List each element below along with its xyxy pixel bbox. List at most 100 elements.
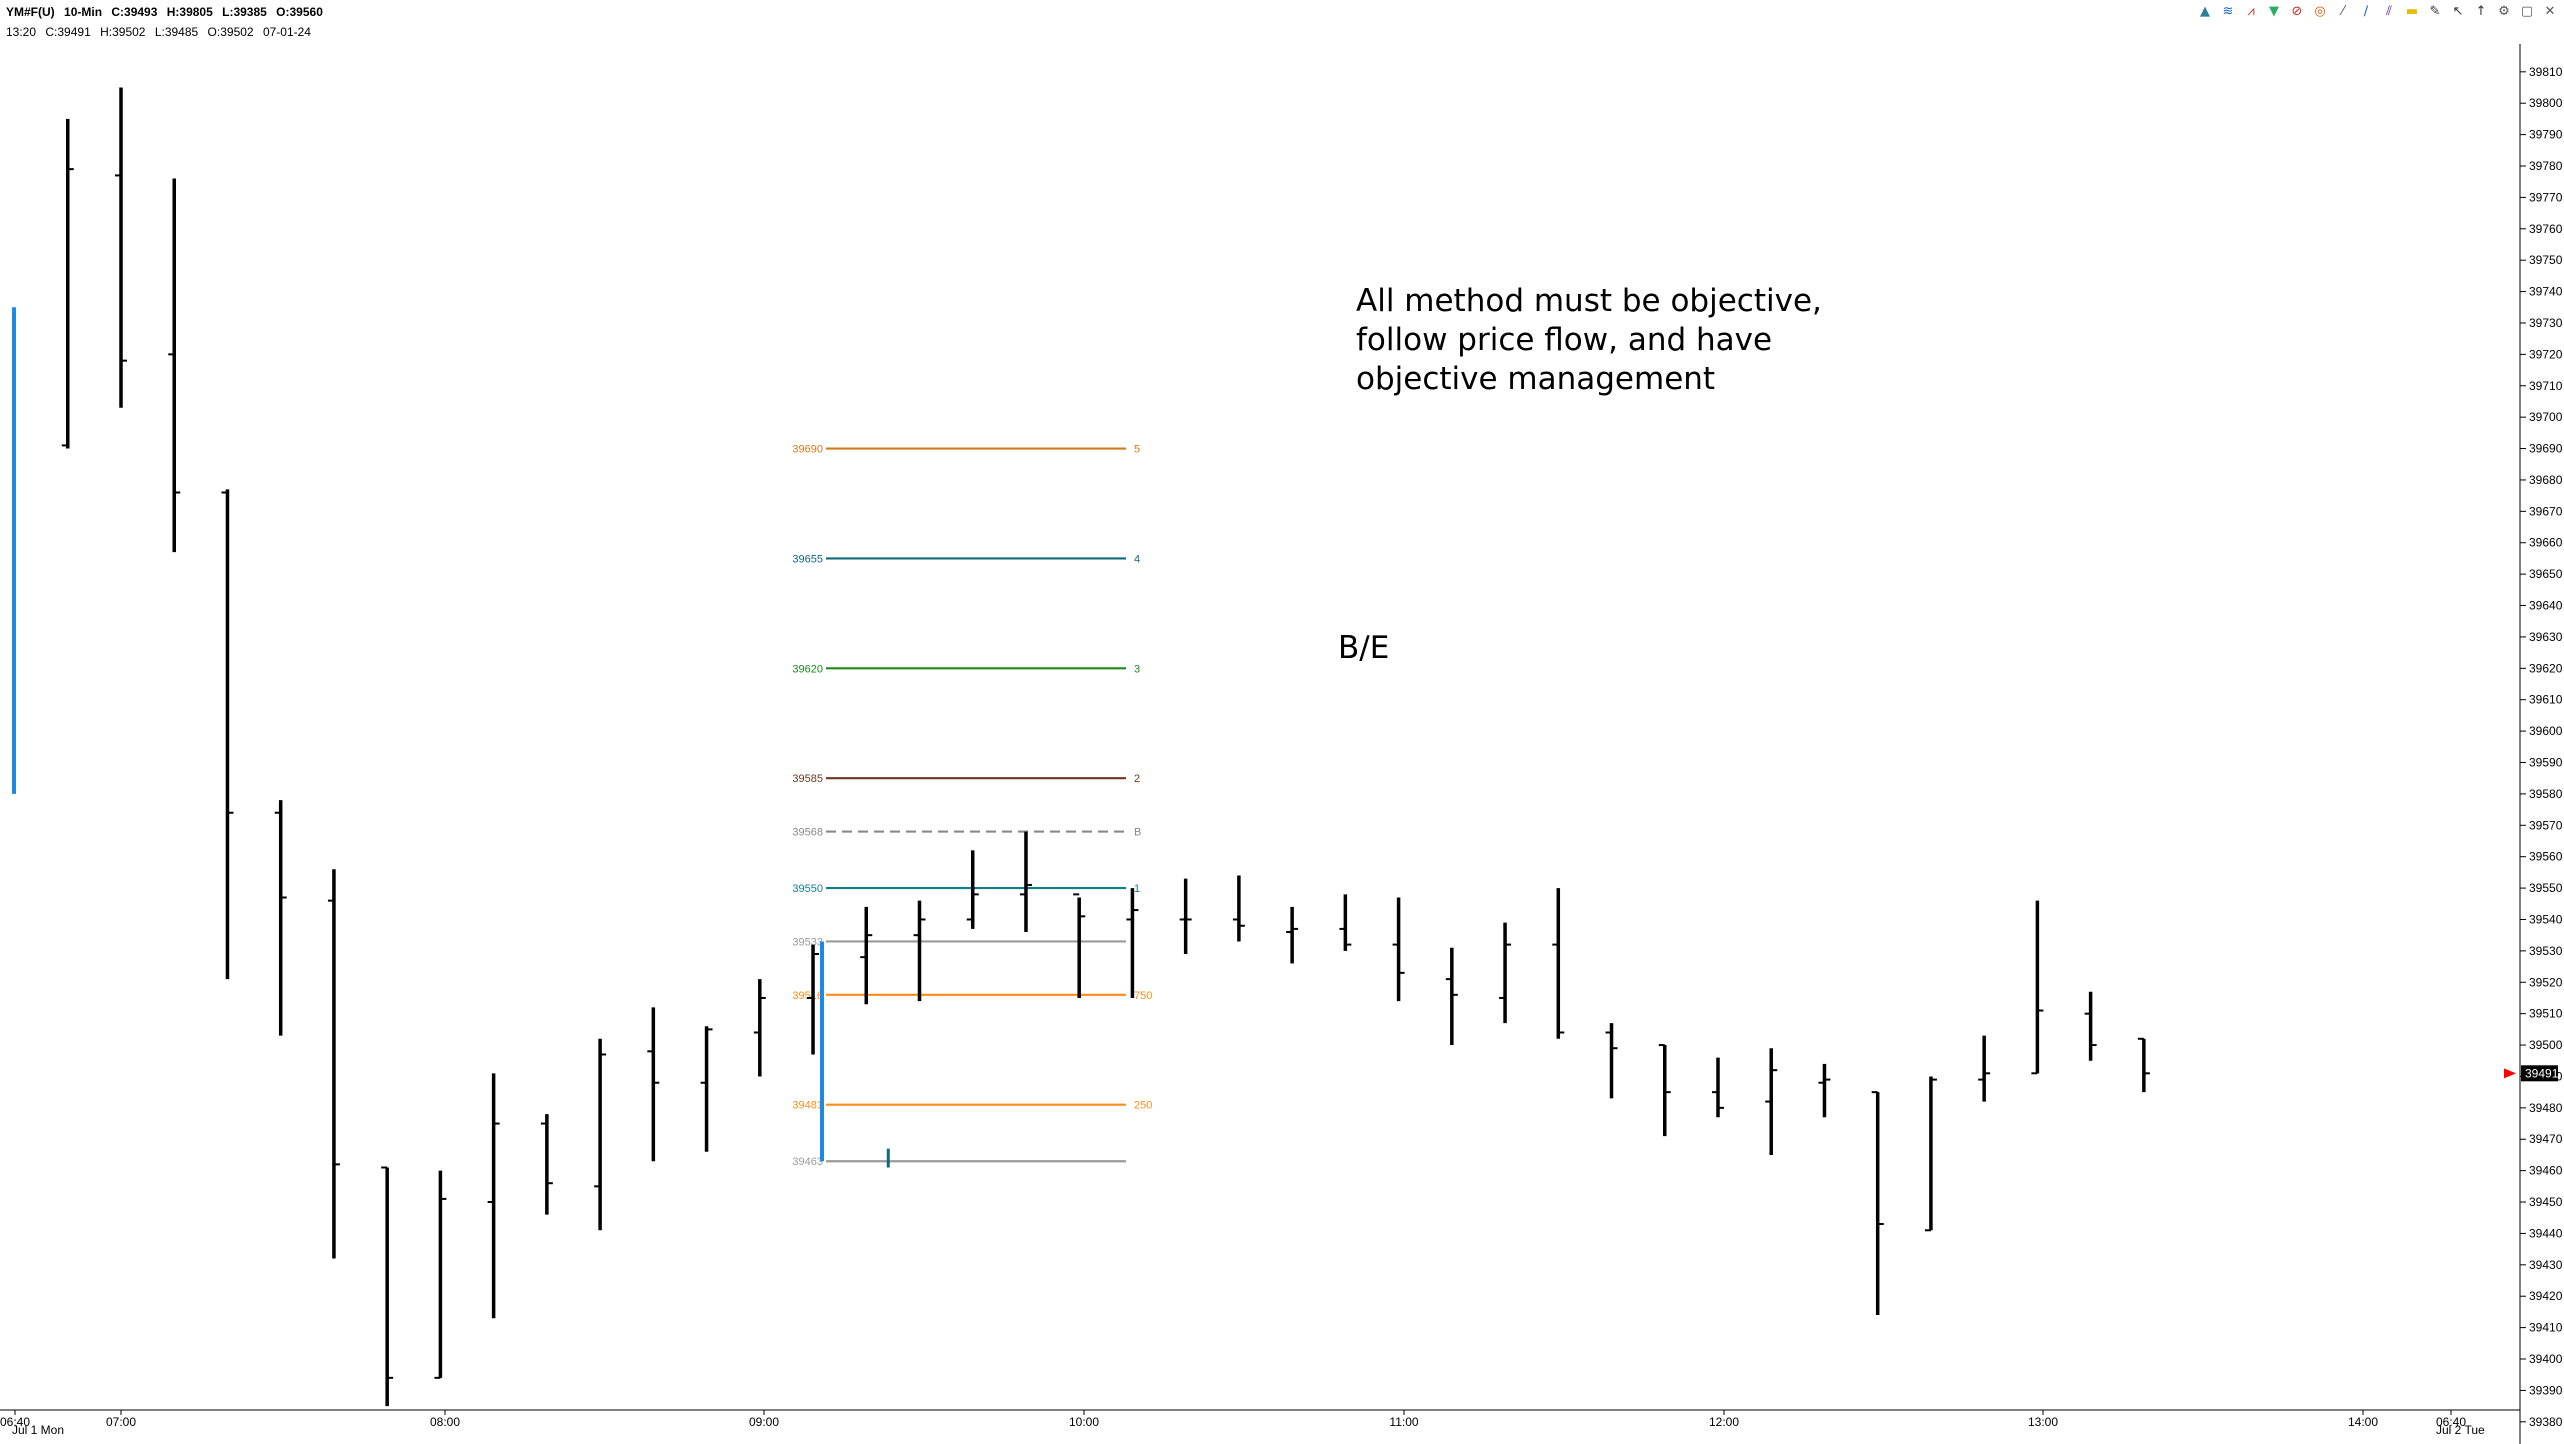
price-tick-label: 39730: [2529, 316, 2563, 330]
ohlc-bar: [61, 118, 74, 449]
level-target-label: 2: [1134, 773, 1140, 785]
target-icon[interactable]: ◎: [2314, 4, 2326, 19]
level-target-label: 4: [1134, 553, 1140, 565]
stop-icon[interactable]: ⊘: [2291, 4, 2303, 19]
chart-type-icon[interactable]: ▲: [2200, 4, 2210, 19]
time-axis[interactable]: 06:40 07:00 08:00 09:00 10:00 11:00 12:00 13:00…: [0, 1410, 2485, 1437]
level-price-label: 39550: [792, 883, 823, 895]
indicator-icon[interactable]: ≋: [2222, 4, 2234, 19]
ohlc-bar: [1019, 831, 1032, 933]
level-target-label: 250: [1134, 1100, 1152, 1112]
price-tick-label: 39530: [2529, 944, 2563, 958]
ohlc-bar: [860, 906, 873, 1005]
price-tick-label: 39470: [2529, 1132, 2563, 1146]
up-arrow-icon[interactable]: ↑: [2475, 4, 2487, 19]
method-note-line-3: objective management: [1356, 361, 1716, 397]
price-tick-label: 39630: [2529, 630, 2563, 644]
open-value: O:39560: [276, 5, 323, 19]
ohlc-bar: [594, 1038, 607, 1231]
price-tick-label: 39660: [2529, 536, 2563, 550]
line-icon[interactable]: ⁄: [2341, 4, 2345, 19]
range-markers: [12, 307, 824, 1162]
bars-icon[interactable]: ⩘: [2247, 4, 2255, 19]
ohlc-bar: [221, 489, 234, 980]
close-icon[interactable]: ✕: [2544, 4, 2556, 19]
parallel-icon[interactable]: ⫽: [2386, 4, 2392, 19]
price-tick-label: 39700: [2529, 410, 2563, 424]
chart-toolbar: ▲ ≋ ⩘ ▼ ⊘ ◎ ⁄ ∕ ⫽ ▬ ✎ ↖ ↑ ⚙ ▢ ✕: [2195, 3, 2560, 23]
level-target-label: B: [1134, 827, 1141, 839]
price-tick-label: 39500: [2529, 1038, 2563, 1052]
window-icon[interactable]: ▢: [2520, 4, 2534, 19]
method-note-line-2: follow price flow, and have: [1356, 322, 1773, 358]
ohlc-bar: [1658, 1044, 1671, 1137]
ohlc-bar: [381, 1166, 394, 1407]
price-tick-label: 39550: [2529, 881, 2563, 895]
ohlc-bar: [274, 800, 287, 1036]
high-value: H:39805: [166, 5, 213, 19]
ohlc-bar: [753, 979, 766, 1077]
ohlc-bar: [1978, 1035, 1991, 1102]
level-target-label: 1: [1134, 883, 1140, 895]
symbol-label: YM#F(U): [6, 5, 55, 19]
cursor-data-bar: 13:20 C:39491 H:39502 L:39485 O:39502 07…: [6, 25, 317, 39]
cursor-date: 07-01-24: [262, 25, 311, 39]
time-tick-label: 12:00: [1709, 1415, 1739, 1429]
ohlc-bar: [1871, 1091, 1884, 1316]
filter-icon[interactable]: ▼: [2269, 4, 2279, 19]
level-price-label: 39516: [792, 990, 823, 1002]
break-even-note: B/E: [1338, 630, 1390, 666]
price-axis[interactable]: 39810 39800 39790 39780 39770 39760 39750 39740…: [2520, 65, 2563, 1429]
time-tick-label: 13:00: [2028, 1415, 2058, 1429]
time-tick-label: 11:00: [1389, 1415, 1418, 1429]
price-tick-label: 39760: [2529, 222, 2563, 236]
time-tick-label: 08:00: [430, 1415, 460, 1429]
trendline-icon[interactable]: ∕: [2363, 4, 2369, 19]
price-tick-label: 39690: [2529, 442, 2563, 456]
plot-border: [0, 44, 2521, 1444]
price-tick-label: 39710: [2529, 379, 2563, 393]
date-label: Jul 2 Tue: [2436, 1423, 2485, 1437]
price-tick-label: 39560: [2529, 850, 2563, 864]
settings-icon[interactable]: ⚙: [2498, 4, 2510, 19]
ohlc-bar: [434, 1170, 447, 1379]
price-tick-label: 39460: [2529, 1164, 2563, 1178]
low-value: L:39385: [222, 5, 267, 19]
ohlc-bar: [487, 1073, 500, 1319]
ohlc-bar: [1339, 894, 1352, 951]
ohlc-bar: [327, 869, 340, 1259]
ohlc-bars[interactable]: [61, 87, 2150, 1407]
price-tick-label: 39780: [2529, 159, 2563, 173]
ohlc-bar: [966, 850, 979, 929]
ohlc-bar: [2137, 1037, 2150, 1093]
pen-icon[interactable]: ✎: [2429, 4, 2441, 19]
level-price-label: 39655: [792, 553, 823, 565]
price-tick-label: 39670: [2529, 504, 2563, 518]
ohlc-bar: [1286, 906, 1299, 964]
price-tick-label: 39590: [2529, 756, 2563, 770]
price-tick-label: 39720: [2529, 347, 2563, 361]
level-target-label: 750: [1134, 990, 1152, 1002]
price-tick-label: 39410: [2529, 1321, 2563, 1335]
price-tick-label: 39600: [2529, 724, 2563, 738]
price-tick-label: 39790: [2529, 128, 2563, 142]
close-value: C:39493: [111, 5, 158, 19]
highlight-icon[interactable]: ▬: [2405, 4, 2419, 19]
ohlc-bar: [2084, 991, 2097, 1061]
cursor-low: L:39485: [154, 25, 199, 39]
level-target-label: 5: [1134, 444, 1140, 456]
price-tick-label: 39440: [2529, 1226, 2563, 1240]
price-tick-label: 39380: [2529, 1415, 2563, 1429]
arrow-icon[interactable]: ↖: [2452, 4, 2464, 19]
price-tick-label: 39480: [2529, 1101, 2563, 1115]
price-tick-label: 39450: [2529, 1195, 2563, 1209]
price-tick-label: 39650: [2529, 567, 2563, 581]
fib-levels[interactable]: 39690 5 39655 4 39620 3 39585 2 39568 B 39550 1 3953…: [792, 444, 1152, 1169]
chart-title-bar: YM#F(U) 10-Min C:39493 H:39805 L:39385 O…: [6, 5, 329, 19]
price-tick-label: 39640: [2529, 599, 2563, 613]
time-tick-label: 14:00: [2348, 1415, 2378, 1429]
ohlc-bar: [913, 900, 926, 1002]
ohlc-bar: [1073, 893, 1086, 998]
method-note: All method must be objective, follow pri…: [1356, 282, 1822, 399]
